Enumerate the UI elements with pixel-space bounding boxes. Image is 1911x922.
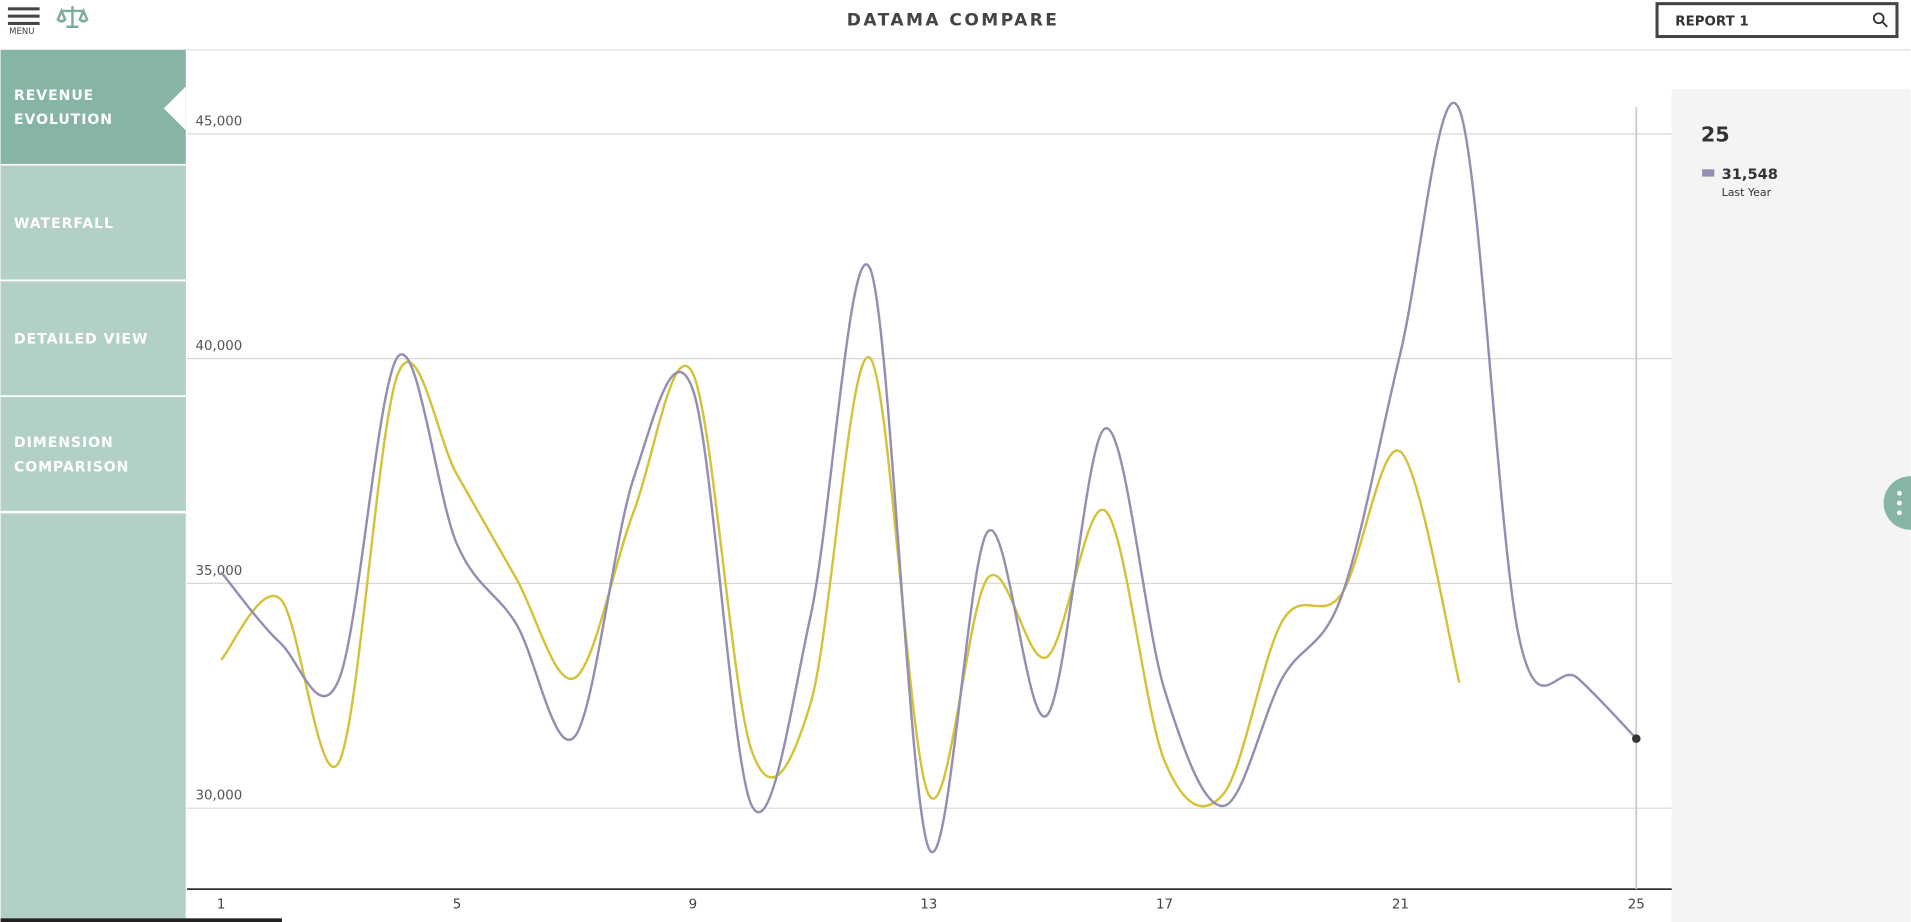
tooltip-title: 25 (1701, 122, 1730, 146)
header-bar (0, 0, 1911, 50)
y-tick-label: 45,000 (195, 114, 242, 129)
logo-icon (56, 6, 89, 29)
handle-dot (1896, 490, 1902, 496)
menu-icon (7, 21, 40, 25)
nav-bg (0, 397, 186, 512)
y-tick-label: 40,000 (195, 339, 242, 354)
scrollbar (0, 918, 282, 922)
nav-item[interactable]: WATERFALL (0, 165, 186, 282)
nav-label: DIMENSION (14, 435, 114, 451)
nav-item[interactable]: REVENUE EVOLUTION (0, 49, 186, 167)
tooltip-panel (1671, 88, 1911, 922)
nav-label: DETAILED VIEW (14, 331, 148, 347)
x-tick-label: 21 (1392, 898, 1409, 913)
tooltip-swatch (1702, 169, 1715, 177)
handle-dot (1896, 510, 1902, 516)
search-field (1655, 2, 1899, 39)
search-box[interactable]: REPORT 1 (1655, 2, 1899, 39)
tooltip-value: 31,548 (1722, 166, 1778, 183)
nav-label: REVENUE (14, 88, 94, 104)
nav-label: WATERFALL (14, 216, 114, 232)
series-line (220, 356, 1461, 808)
y-tick-label: 30,000 (195, 789, 242, 804)
search-text: REPORT 1 (1675, 15, 1748, 30)
x-tick-label: 13 (920, 898, 937, 913)
nav-bg (0, 281, 186, 396)
nav-item[interactable]: DETAILED VIEW (0, 281, 186, 398)
x-tick-label: 1 (217, 898, 226, 913)
menu-icon (7, 7, 40, 11)
app-title: DATAMA COMPARE (847, 11, 1060, 31)
handle-dot (1896, 500, 1902, 506)
search-icon (1881, 21, 1888, 28)
series-line (220, 101, 1638, 854)
x-tick-label: 5 (453, 898, 462, 913)
nav-bg (0, 49, 186, 165)
y-tick-label: 35,000 (195, 564, 242, 579)
search-icon (1872, 12, 1885, 25)
nav-label: EVOLUTION (14, 112, 113, 128)
menu-button[interactable]: MENU (7, 7, 40, 37)
nav-item[interactable]: DIMENSION COMPARISON (0, 397, 186, 514)
x-tick-label: 25 (1628, 898, 1645, 913)
tooltip-series: Last Year (1722, 186, 1772, 199)
nav-label: COMPARISON (14, 459, 129, 475)
x-tick-label: 17 (1156, 898, 1173, 913)
menu-icon (7, 14, 40, 18)
hover-point (1632, 734, 1641, 743)
x-tick-label: 9 (689, 898, 698, 913)
nav-pointer (163, 86, 186, 131)
nav-bg (0, 165, 186, 281)
menu-label: MENU (9, 27, 34, 37)
